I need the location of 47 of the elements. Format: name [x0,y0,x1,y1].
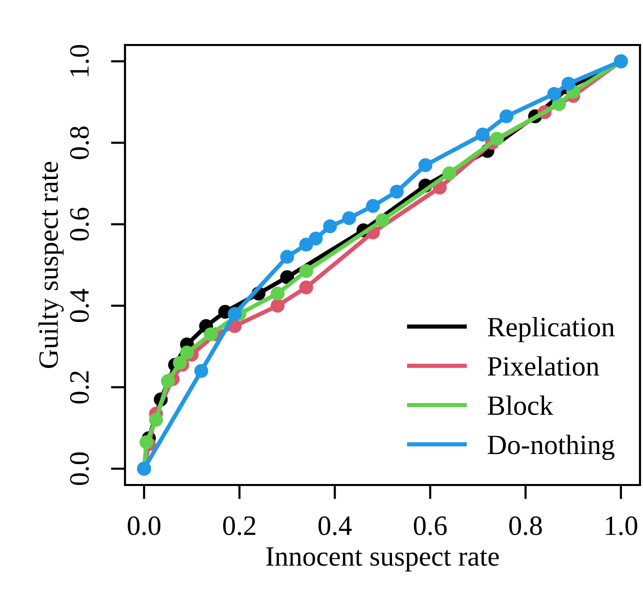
x-tick-label: 1.0 [606,516,638,536]
point [418,158,432,172]
point [562,76,576,91]
y-tick-label: 0.6 [70,208,89,241]
point [299,280,314,294]
point [366,198,380,213]
x-tick-label: 0.6 [414,516,447,536]
point [308,232,323,246]
x-tick-label: 0.4 [318,516,352,536]
point [228,306,242,321]
legend-label: Replication [488,316,615,342]
x-tick-label: 0.2 [223,516,256,536]
point [390,184,404,199]
point [140,435,154,450]
y-tick-label: 0.4 [70,288,89,322]
x-tick-label: 0.0 [128,516,160,536]
y-tick-label: 0.2 [70,371,89,404]
point [194,364,208,378]
x-axis-title: Innocent suspect rate [266,547,499,572]
point [299,238,314,252]
point [160,374,175,388]
point [547,86,562,101]
legend-label: Do-nothing [488,434,614,460]
point [490,132,504,146]
point [376,213,390,228]
point [442,166,456,180]
point [500,109,514,124]
point [149,412,163,427]
x-tick-label: 0.8 [509,516,542,536]
point [204,327,218,342]
point [323,219,337,234]
point [476,128,490,142]
point [280,270,294,284]
legend-label: Pixelation [488,356,600,376]
point [270,286,285,300]
point [552,97,566,112]
point [180,346,194,360]
point [172,356,187,370]
y-axis-title: Guilty suspect rate [38,162,64,368]
y-tick-label: 1.0 [70,44,89,76]
point [299,264,314,278]
point [270,298,285,313]
point [342,211,356,226]
point [280,250,294,264]
y-tick-label: 0.8 [70,126,89,160]
legend-label: Block [488,395,554,416]
y-tick-label: 0.0 [70,452,89,486]
